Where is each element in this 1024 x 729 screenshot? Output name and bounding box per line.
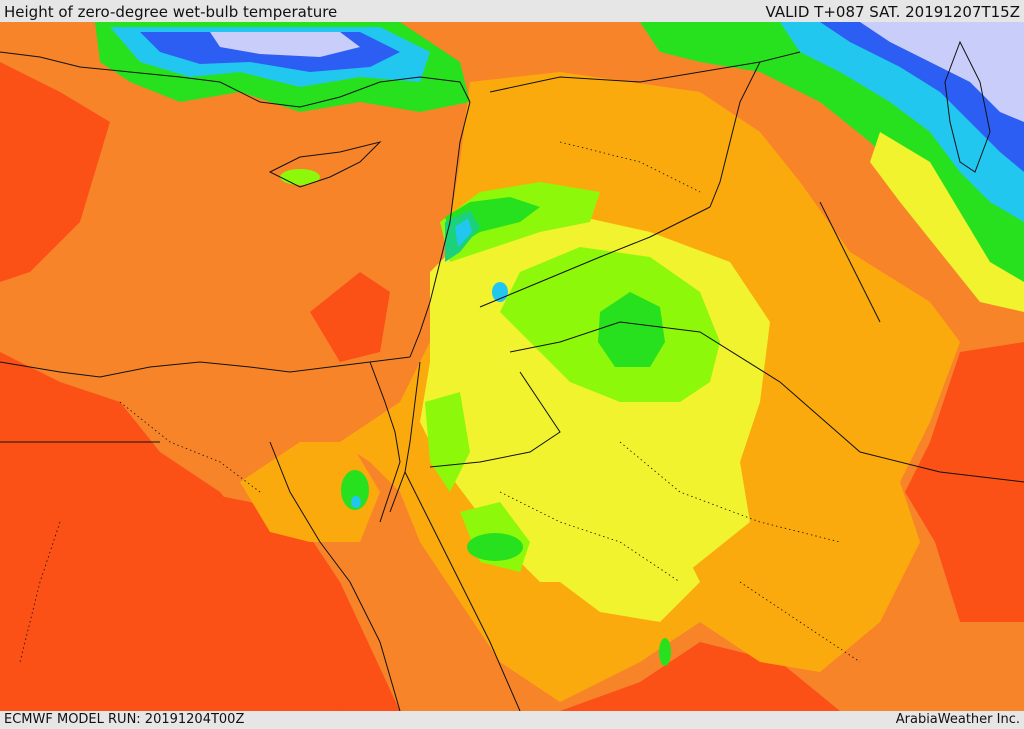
field-yellow-south bbox=[560, 522, 700, 622]
field-green-cyprus bbox=[280, 169, 320, 185]
coast-sinai-gulf-suez bbox=[369, 361, 401, 523]
admin-1 bbox=[559, 141, 701, 193]
field-orange-mediterranean-west bbox=[0, 62, 110, 282]
coast-red-sea-west bbox=[269, 441, 401, 711]
admin-5 bbox=[739, 581, 861, 663]
field-orange-hotspot-sinai bbox=[310, 272, 390, 362]
border-jordan-saudi bbox=[509, 321, 1024, 483]
coast-turkey-south bbox=[0, 51, 471, 108]
border-jordan-south bbox=[429, 371, 561, 468]
field-lavender-turkey bbox=[210, 32, 360, 57]
map-footer: ECMWF MODEL RUN: 20191204T00Z ArabiaWeat… bbox=[0, 711, 1024, 729]
map-title: Height of zero-degree wet-bulb temperatu… bbox=[4, 3, 338, 21]
field-light-orange-sinai bbox=[240, 442, 380, 542]
field-green-hejaz bbox=[659, 638, 671, 666]
border-iraq-iran bbox=[709, 61, 761, 208]
field-lavender-northeast bbox=[860, 22, 1024, 122]
field-cyan-sinai bbox=[351, 496, 361, 508]
coast-red-sea-east bbox=[404, 471, 521, 711]
field-lime-jordan-valley bbox=[425, 392, 470, 492]
wetbulb-field bbox=[0, 22, 1024, 711]
field-green-core bbox=[598, 292, 665, 367]
border-jordan-iraq bbox=[479, 206, 711, 308]
model-run: ECMWF MODEL RUN: 20191204T00Z bbox=[4, 712, 245, 727]
field-cyan-lebanon bbox=[455, 218, 472, 247]
coast-persian-gulf bbox=[819, 201, 881, 323]
coast-caspian bbox=[944, 40, 991, 173]
valid-time: VALID T+087 SAT. 20191207T15Z bbox=[765, 3, 1020, 21]
coast-egypt-north bbox=[0, 356, 411, 378]
credit-label: ArabiaWeather Inc. bbox=[895, 712, 1020, 727]
field-green-sinai bbox=[341, 470, 369, 510]
admin-boundaries bbox=[19, 141, 861, 663]
coast-gulf-aqaba bbox=[389, 361, 421, 513]
admin-6 bbox=[19, 521, 61, 663]
coast-cyprus bbox=[268, 141, 382, 188]
border-syria-iraq bbox=[489, 51, 801, 93]
field-green-southwest bbox=[467, 533, 523, 561]
map-header: Height of zero-degree wet-bulb temperatu… bbox=[0, 0, 1024, 22]
field-yellow-northeast-fringe bbox=[870, 132, 1024, 312]
admin-2 bbox=[119, 401, 261, 493]
borders bbox=[0, 51, 1024, 483]
coast-levant bbox=[409, 101, 471, 358]
weather-map bbox=[0, 22, 1024, 711]
coastlines bbox=[0, 40, 991, 711]
